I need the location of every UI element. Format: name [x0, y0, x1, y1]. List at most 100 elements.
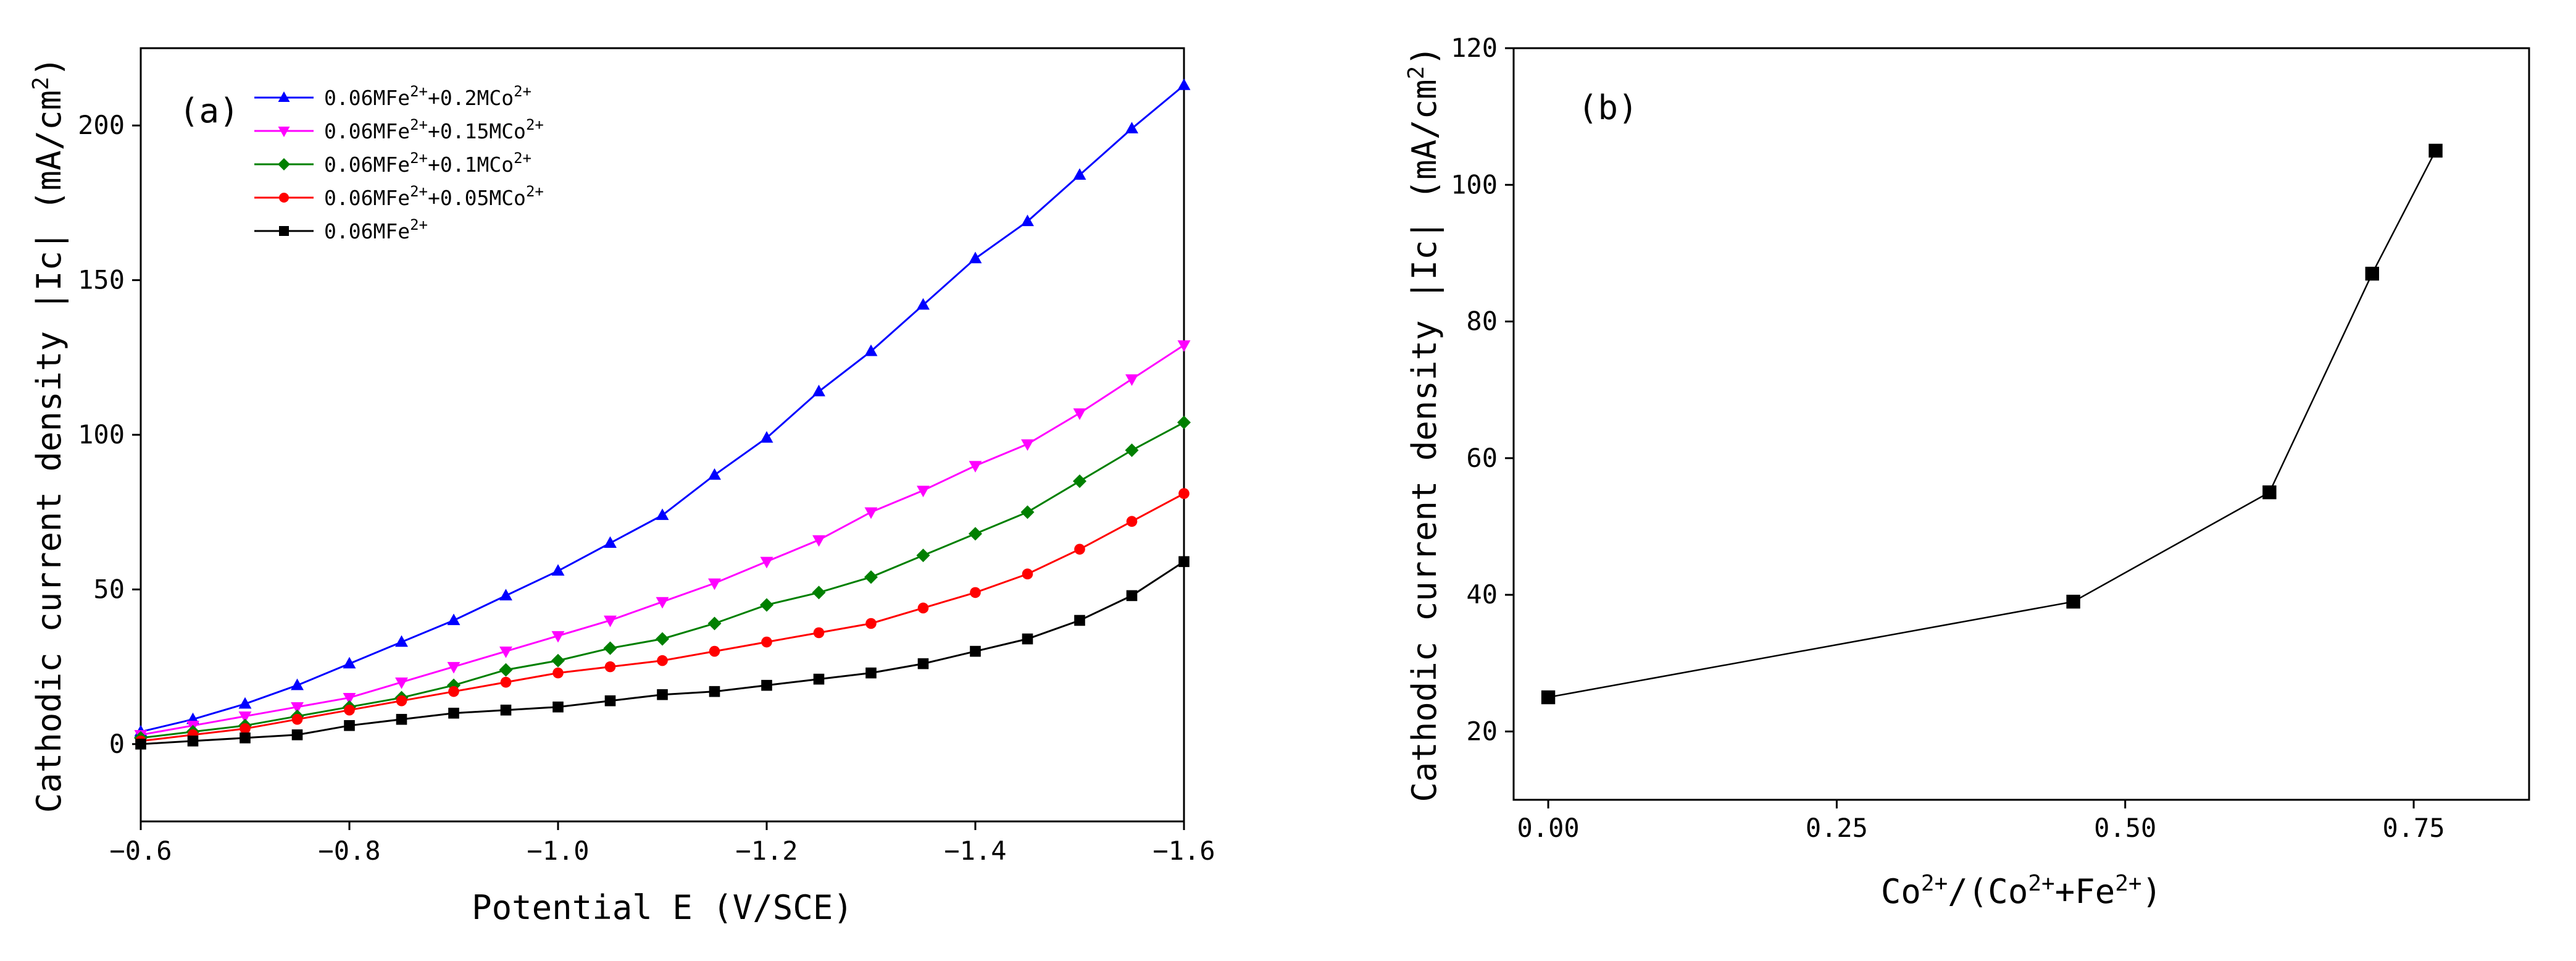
data-point [1020, 505, 1035, 519]
x-label-text: /(Co [1948, 872, 2028, 911]
data-point [1125, 374, 1138, 386]
y-label-ic: |Ic| [30, 230, 69, 311]
data-point [761, 679, 772, 691]
data-point [291, 713, 303, 725]
data-point [1074, 543, 1085, 555]
series-line [1548, 150, 2436, 699]
data-point [656, 632, 669, 646]
y-tick-label: 200 [78, 110, 125, 140]
y-label-unit: (mA/cm [30, 90, 69, 231]
x-tick-label: −1.0 [527, 836, 589, 866]
data-point [707, 616, 722, 631]
data-point [135, 739, 146, 750]
data-point [970, 645, 981, 657]
x-tick-label: 0.25 [1806, 813, 1868, 843]
y-tick-label: 150 [78, 265, 125, 295]
x-label-exponent: 2+ [1921, 871, 1948, 896]
legend-marker [278, 158, 290, 170]
data-point [709, 645, 720, 657]
data-point [1178, 556, 1190, 568]
x-label-exponent: 2+ [2028, 871, 2054, 896]
series-3 [135, 488, 1190, 747]
data-point [1126, 516, 1138, 527]
y-tick-label: 60 [1466, 443, 1498, 473]
data-point [1126, 590, 1138, 602]
x-tick-label: −1.4 [944, 836, 1006, 866]
data-point [656, 597, 669, 609]
data-point [708, 468, 721, 480]
data-point [1178, 488, 1190, 499]
legend-exponent: 2+ [410, 83, 428, 100]
data-point [917, 602, 929, 614]
legend-exponent: 2+ [410, 149, 428, 167]
data-point [760, 598, 773, 612]
x-tick-label: 0.50 [2094, 813, 2156, 843]
legend-text: +0.05MCo [428, 186, 526, 210]
data-point [604, 695, 616, 707]
data-point [969, 251, 982, 264]
data-point [238, 711, 252, 723]
data-point [396, 695, 407, 707]
legend-text: +0.1MCo [428, 153, 514, 177]
y-label-close: ) [1405, 46, 1444, 66]
y-label-text: Cathodic current density [1405, 300, 1444, 802]
y-tick-label: 40 [1466, 579, 1498, 610]
data-point [500, 676, 512, 688]
data-point [812, 384, 825, 397]
plot-frame [1512, 47, 2530, 801]
data-point [760, 431, 773, 443]
legend-marker [279, 193, 289, 203]
data-point [865, 618, 877, 629]
legend-exponent: 2+ [514, 149, 531, 167]
x-label-text: +Fe [2055, 872, 2115, 911]
y-label-exponent: 2 [1404, 66, 1429, 80]
series-2 [134, 415, 1191, 745]
data-point [1022, 568, 1033, 580]
data-point [499, 589, 512, 601]
data-point [604, 536, 617, 548]
data-point [1541, 690, 1556, 705]
data-point [1073, 408, 1086, 420]
legend-exponent: 2+ [410, 216, 428, 233]
x-tick-label: −1.2 [735, 836, 798, 866]
legend-entry: 0.06MFe2++0.05MCo2+ [324, 183, 544, 210]
data-point [1021, 214, 1034, 227]
data-point [656, 508, 669, 520]
data-point [1177, 78, 1191, 90]
y-axis-label: Cathodic current density |Ic| (mA/cm2) [1404, 46, 1444, 802]
data-point [552, 701, 564, 713]
legend-exponent: 2+ [526, 183, 544, 200]
y-tick-label: 120 [1451, 33, 1498, 63]
data-point [552, 667, 564, 679]
data-point [969, 461, 982, 473]
legend-marker [278, 127, 290, 137]
data-point [238, 697, 252, 709]
x-tick-label: −1.6 [1153, 836, 1215, 866]
data-point [864, 570, 878, 584]
x-axis-label: Co2+/(Co2++Fe2+) [1881, 871, 2162, 912]
legend-text: 0.06MFe [324, 219, 410, 243]
data-point [448, 707, 459, 719]
x-label-text: Co [1881, 872, 1921, 911]
data-point [603, 641, 617, 655]
y-tick-label: 20 [1466, 716, 1498, 746]
data-point [343, 657, 356, 669]
data-point [917, 298, 930, 310]
data-point [344, 704, 355, 716]
y-label-text: Cathodic current density [30, 311, 69, 813]
data-point [969, 527, 982, 541]
data-point [864, 507, 878, 519]
legend-text: 0.06MFe [324, 86, 410, 110]
data-point [760, 556, 773, 569]
data-point [551, 564, 565, 576]
data-point [551, 653, 565, 668]
data-point [813, 627, 825, 639]
x-tick-label: −0.8 [318, 836, 380, 866]
x-axis-label: Potential E (V/SCE) [472, 888, 853, 927]
data-point [395, 677, 408, 689]
data-point [447, 613, 461, 626]
data-point [657, 655, 668, 666]
panel-label: (b) [1578, 88, 1638, 127]
y-axis-label: Cathodic current density |Ic| (mA/cm2) [28, 57, 69, 813]
